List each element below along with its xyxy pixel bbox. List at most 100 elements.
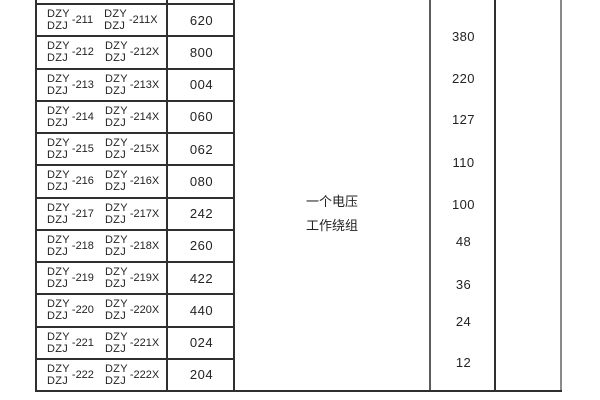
model-prefix-top: DZY xyxy=(104,40,128,53)
model-number: -220 xyxy=(71,304,94,317)
model-prefix-top: DZY xyxy=(104,104,128,117)
model-prefix-bottom: DZJ xyxy=(47,213,69,226)
model-cell: DZY DZJ -222 DZY DZJ -222X xyxy=(35,360,168,390)
model-prefix-top: DZY xyxy=(47,266,70,279)
code-cell: 440 xyxy=(189,302,214,318)
model-prefix-stack: DZY DZJ xyxy=(104,8,127,32)
model-number-variant: -211X xyxy=(129,14,158,27)
model-number: -221 xyxy=(71,336,94,349)
voltage-value: 380 xyxy=(452,29,475,44)
model-designation-primary: DZY DZJ -218 xyxy=(47,234,94,258)
table-row: DZY DZJ -220 DZY DZJ -220X xyxy=(35,293,235,325)
model-prefix-top: DZY xyxy=(47,201,70,214)
model-prefix-stack: DZY DZJ xyxy=(105,40,128,64)
model-designation-variant: DZY DZJ -217X xyxy=(105,202,159,226)
model-number: -218 xyxy=(71,239,94,252)
voltage-value: 110 xyxy=(452,155,475,170)
model-prefix-stack: DZY DZJ xyxy=(105,234,128,258)
model-cell: DZY DZJ -220 DZY DZJ -220X xyxy=(35,295,168,325)
model-prefix-top: DZY xyxy=(104,266,128,279)
model-designation-variant: DZY DZJ -212X xyxy=(105,40,159,64)
model-designation-variant: DZY DZJ -220X xyxy=(105,298,159,322)
voltage-value: 24 xyxy=(455,314,472,329)
model-designation-primary: DZY DZJ -214 xyxy=(47,105,94,129)
model-designation-variant: DZY DZJ -214X xyxy=(105,105,159,129)
model-designation-primary: DZY DZJ -221 xyxy=(47,331,94,355)
model-number: -217 xyxy=(71,207,94,220)
relay-model-voltage-table: DZY DZJ -211 DZY DZJ -211X xyxy=(35,0,562,392)
model-prefix-bottom: DZJ xyxy=(47,342,69,355)
code-cell: 060 xyxy=(189,109,214,125)
model-designation-primary: DZY DZJ -211 xyxy=(47,8,93,32)
winding-note-line2: 工作绕组 xyxy=(305,218,358,233)
voltage-value: 127 xyxy=(452,112,475,127)
code-cell: 422 xyxy=(189,270,214,286)
model-cell: DZY DZJ -216 DZY DZJ -216X xyxy=(35,166,168,196)
model-number: -215 xyxy=(71,143,94,156)
table-vline-right-edge xyxy=(560,0,562,392)
model-prefix-top: DZY xyxy=(104,330,128,343)
model-cell: DZY DZJ -212 DZY DZJ -212X xyxy=(35,37,168,67)
code-cell: 620 xyxy=(189,12,214,28)
model-prefix-bottom: DZJ xyxy=(104,278,127,291)
model-prefix-stack: DZY DZJ xyxy=(47,363,70,387)
model-prefix-bottom: DZJ xyxy=(47,181,69,194)
model-designation-variant: DZY DZJ -216X xyxy=(105,169,159,193)
model-number-variant: -217X xyxy=(129,207,160,220)
model-prefix-stack: DZY DZJ xyxy=(105,298,128,322)
winding-note: 一个电压 工作绕组 xyxy=(233,195,431,232)
model-designation-primary: DZY DZJ -217 xyxy=(47,202,94,226)
voltage-value: 36 xyxy=(455,277,472,292)
model-prefix-top: DZY xyxy=(104,72,128,85)
model-prefix-bottom: DZJ xyxy=(104,310,127,323)
model-prefix-bottom: DZJ xyxy=(104,213,127,226)
model-number-variant: -214X xyxy=(129,110,160,123)
model-prefix-bottom: DZJ xyxy=(47,149,69,162)
model-prefix-top: DZY xyxy=(47,362,70,375)
model-cell: DZY DZJ -219 DZY DZJ -219X xyxy=(35,263,168,293)
model-designation-variant: DZY DZJ -222X xyxy=(105,363,159,387)
model-prefix-top: DZY xyxy=(104,137,128,150)
model-prefix-bottom: DZJ xyxy=(47,52,69,65)
model-designation-variant: DZY DZJ -221X xyxy=(105,331,159,355)
model-number-variant: -216X xyxy=(129,175,160,188)
code-cell: 080 xyxy=(189,173,214,189)
model-prefix-stack: DZY DZJ xyxy=(47,169,70,193)
model-prefix-top: DZY xyxy=(104,298,128,311)
model-prefix-bottom: DZJ xyxy=(104,149,127,162)
table-vline-left-edge xyxy=(35,0,37,392)
table-row: DZY DZJ -221 DZY DZJ -221X xyxy=(35,325,235,358)
code-cell: 204 xyxy=(189,367,214,383)
winding-note-cell: 一个电压 工作绕组 xyxy=(233,0,431,392)
code-cell: 062 xyxy=(189,141,214,157)
model-prefix-top: DZY xyxy=(47,233,70,246)
model-number-variant: -212X xyxy=(129,46,160,59)
model-prefix-bottom: DZJ xyxy=(104,20,126,33)
model-prefix-top: DZY xyxy=(47,104,70,117)
table-vline-note-voltage xyxy=(429,0,431,392)
model-designation-primary: DZY DZJ -222 xyxy=(47,363,94,387)
table-row: DZY DZJ -211 DZY DZJ -211X xyxy=(35,3,235,35)
voltage-value: 12 xyxy=(455,355,472,370)
model-prefix-top: DZY xyxy=(47,330,70,343)
model-prefix-stack: DZY DZJ xyxy=(105,137,128,161)
model-designation-variant: DZY DZJ -215X xyxy=(105,137,159,161)
model-designation-variant: DZY DZJ -218X xyxy=(105,234,159,258)
model-prefix-top: DZY xyxy=(104,233,128,246)
model-designation-primary: DZY DZJ -216 xyxy=(47,169,94,193)
model-prefix-top: DZY xyxy=(104,201,128,214)
model-prefix-top: DZY xyxy=(104,169,128,182)
model-prefix-stack: DZY DZJ xyxy=(47,8,70,32)
model-number-variant: -220X xyxy=(129,304,160,317)
table-row: DZY DZJ -215 DZY DZJ -215X xyxy=(35,132,235,164)
model-prefix-stack: DZY DZJ xyxy=(47,73,70,97)
model-number: -216 xyxy=(71,175,94,188)
model-prefix-stack: DZY DZJ xyxy=(47,234,70,258)
model-number-variant: -219X xyxy=(129,272,160,285)
table-bottom-border xyxy=(35,390,562,392)
model-prefix-bottom: DZJ xyxy=(104,116,127,129)
table-row: DZY DZJ -219 DZY DZJ -219X xyxy=(35,261,235,293)
model-prefix-stack: DZY DZJ xyxy=(47,105,70,129)
model-prefix-top: DZY xyxy=(47,40,70,53)
